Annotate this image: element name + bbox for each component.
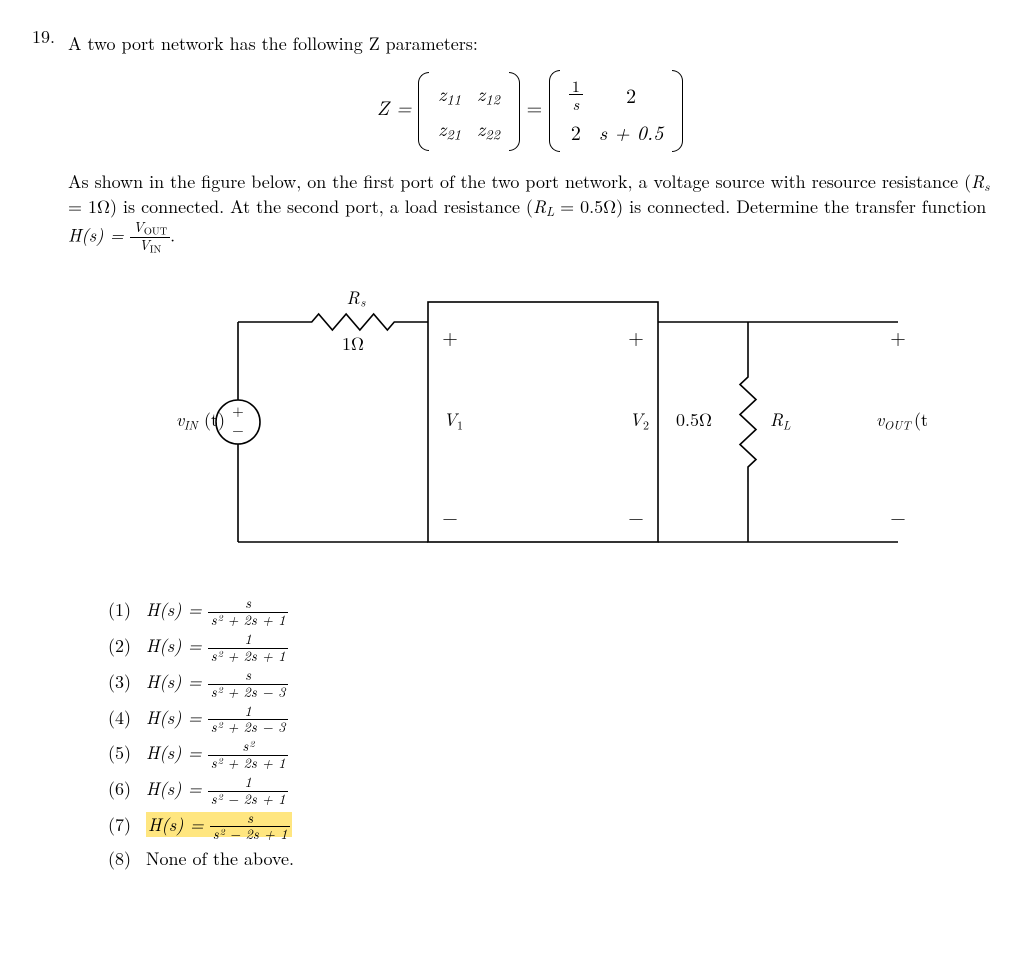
svg-text:R: R	[346, 285, 360, 310]
svg-text:−: −	[628, 502, 644, 531]
answer-option: (7) H(s) = ss² − 2s + 1	[108, 811, 992, 844]
svg-text:(t): (t)	[204, 407, 225, 432]
question-number: 19.	[32, 24, 60, 874]
answer-option: (8) None of the above.	[108, 846, 992, 871]
svg-text:−: −	[442, 502, 458, 531]
intro-text: A two port network has the following Z p…	[68, 32, 992, 56]
svg-text:R: R	[770, 407, 784, 432]
answer-options: (1) H(s) = ss² + 2s + 1(2) H(s) = 1s² + …	[108, 596, 992, 871]
circuit-figure: +−vIN(t)Rs1Ω+V1−+V2−0.5ΩRL+vOUT(t)−	[108, 282, 992, 568]
svg-text:−: −	[890, 502, 906, 531]
answer-option: (1) H(s) = ss² + 2s + 1	[108, 596, 992, 629]
description-para: As shown in the figure below, on the fir…	[68, 170, 992, 254]
svg-text:1Ω: 1Ω	[342, 331, 364, 356]
svg-text:+: +	[890, 322, 906, 351]
svg-text:s: s	[361, 294, 367, 311]
highlighted-answer: H(s) = ss² − 2s + 1	[146, 812, 292, 837]
svg-text:0.5Ω: 0.5Ω	[676, 407, 712, 432]
svg-text:2: 2	[643, 417, 649, 434]
svg-text:+: +	[628, 322, 644, 351]
problem: 19. A two port network has the following…	[32, 24, 992, 874]
z-value-matrix: 1 s 2 2 s + 0.5	[549, 70, 683, 152]
z-symbolic-matrix: z11 z12 z21 z22	[418, 72, 520, 151]
circuit-svg: +−vIN(t)Rs1Ω+V1−+V2−0.5ΩRL+vOUT(t)−	[108, 282, 928, 562]
svg-text:IN: IN	[184, 417, 200, 434]
z-lhs: Z =	[377, 93, 412, 122]
svg-text:1: 1	[457, 417, 463, 434]
answer-option: (4) H(s) = 1s² + 2s − 3	[108, 704, 992, 737]
answer-option: (2) H(s) = 1s² + 2s + 1	[108, 632, 992, 665]
svg-text:OUT: OUT	[884, 417, 912, 434]
answer-option: (6) H(s) = 1s² − 2s + 1	[108, 775, 992, 808]
svg-text:(t): (t)	[914, 407, 928, 432]
transfer-fn-frac: VOUTVIN	[130, 220, 170, 255]
answer-option: (3) H(s) = ss² + 2s − 3	[108, 668, 992, 701]
svg-text:−: −	[232, 420, 244, 441]
answer-option: (5) H(s) = s²s² + 2s + 1	[108, 739, 992, 772]
frac-1-over-s: 1 s	[569, 77, 583, 113]
svg-text:L: L	[783, 417, 791, 434]
question-body: A two port network has the following Z p…	[68, 24, 992, 874]
z-matrix-equation: Z = z11 z12 z21 z22 =	[68, 70, 992, 152]
svg-text:+: +	[442, 322, 458, 351]
svg-text:+: +	[232, 401, 244, 422]
equals-sign: =	[527, 93, 549, 122]
